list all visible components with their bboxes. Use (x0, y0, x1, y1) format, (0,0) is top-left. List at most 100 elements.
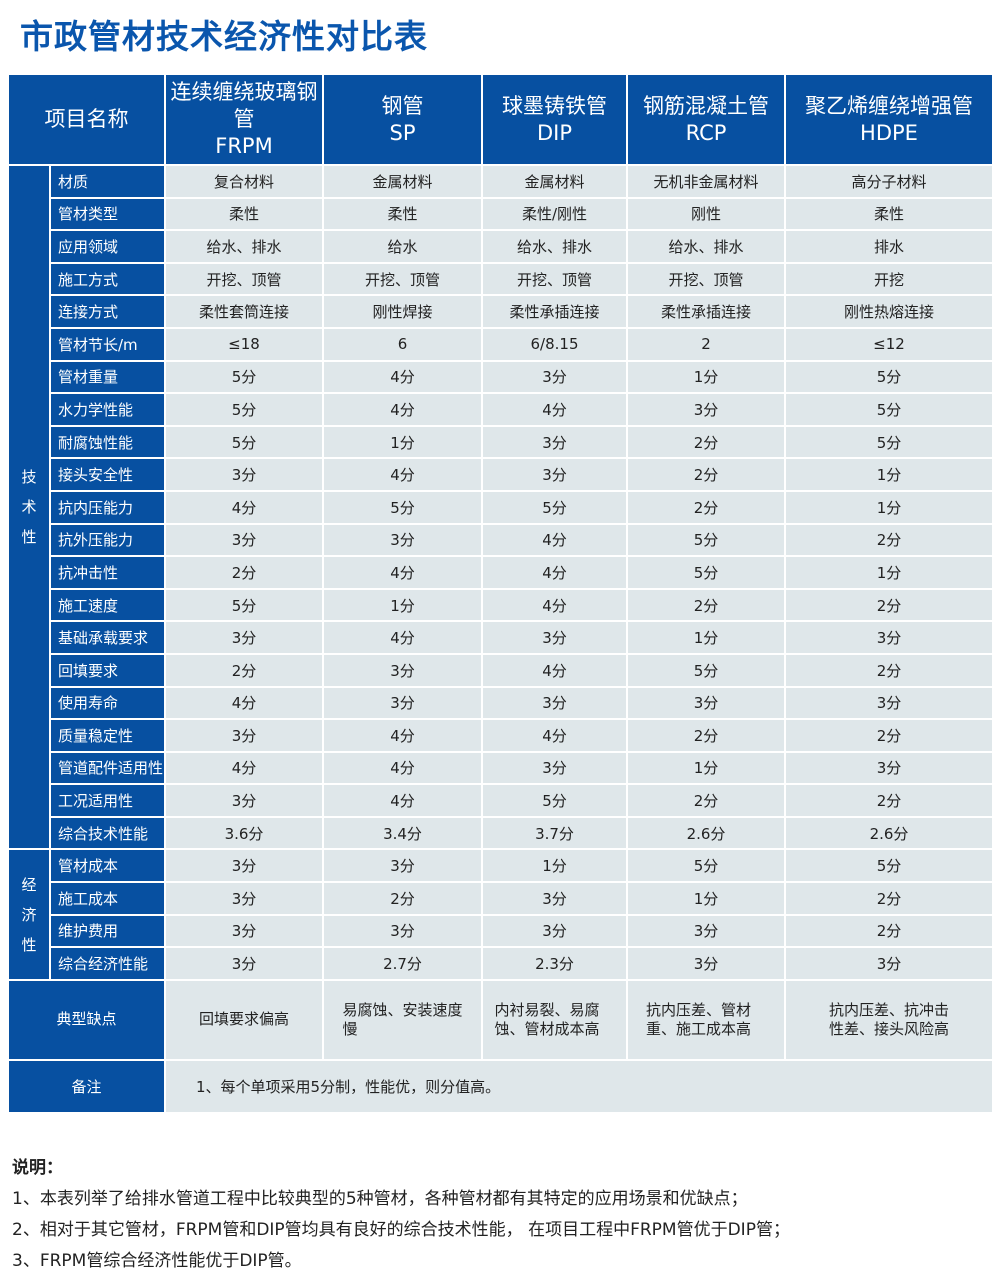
cell-value: 5分 (164, 424, 324, 460)
cell-value: 柔性承插连接 (481, 294, 628, 329)
cell-value: 5分 (626, 652, 786, 688)
header-column: 钢筋混凝土管 RCP (626, 73, 786, 166)
row-name: 水力学性能 (49, 392, 166, 427)
cell-value: 4分 (322, 620, 483, 655)
cell-value: 给水、排水 (626, 229, 786, 264)
cell-value: 2分 (784, 652, 994, 688)
note-item: 1、本表列举了给排水管道工程中比较典型的5种管材，各种管材都有其特定的应用场景和… (12, 1189, 748, 1209)
cell-value: 5分 (164, 359, 324, 395)
header-item-name: 项目名称 (7, 73, 166, 166)
cell-value: 3分 (164, 620, 324, 655)
cell-value: 2 (626, 326, 786, 362)
cell-value: 3分 (626, 946, 786, 981)
defects-label: 典型缺点 (7, 978, 166, 1061)
cell-value: 1分 (784, 555, 994, 590)
defect-text: 内衬易裂、易腐蚀、管材成本高 (494, 1000, 600, 1038)
table-row: 管道配件适用性 4分 4分 3分 1分 3分 (8, 750, 994, 786)
cell-value: 3分 (784, 750, 994, 786)
cell-value: 5分 (784, 392, 994, 427)
column-name-cn: 钢筋混凝土管 (643, 93, 769, 118)
group-label-text: 经济性 (21, 875, 37, 954)
cell-value: 5分 (164, 392, 324, 427)
table-row: 使用寿命 4分 3分 3分 3分 3分 (8, 685, 994, 721)
cell-value: 1分 (481, 848, 628, 884)
cell-value: 高分子材料 (784, 164, 994, 199)
cell-value: 2.3分 (481, 946, 628, 981)
column-name-cn: 连续缠绕玻璃钢管 (170, 80, 318, 131)
cell-value: 4分 (481, 555, 628, 590)
cell-value: 5分 (626, 522, 786, 558)
cell-value: 4分 (481, 522, 628, 558)
header-column: 聚乙烯缠绕增强管 HDPE (784, 73, 994, 166)
row-name: 抗外压能力 (49, 522, 166, 558)
cell-value: 3分 (164, 783, 324, 818)
row-name: 材质 (49, 164, 166, 199)
cell-value: 6/8.15 (481, 326, 628, 362)
cell-value: 柔性 (322, 196, 483, 232)
cell-value: 4分 (322, 783, 483, 818)
cell-value: 5分 (784, 359, 994, 395)
cell-value: 给水、排水 (481, 229, 628, 264)
cell-value: 复合材料 (164, 164, 324, 199)
cell-value: 4分 (322, 457, 483, 492)
header-column: 球墨铸铁管 DIP (481, 73, 628, 166)
cell-value: 3分 (481, 685, 628, 721)
table-row: 抗内压能力 4分 5分 5分 2分 1分 (8, 489, 994, 525)
cell-value: 1分 (784, 489, 994, 525)
cell-value: 4分 (164, 685, 324, 721)
cell-value: 4分 (322, 750, 483, 786)
cell-value: 柔性套筒连接 (164, 294, 324, 329)
remark-text: 1、每个单项采用5分制，性能优，则分值高。 (164, 1058, 994, 1114)
cell-value: 开挖 (784, 261, 994, 297)
table-row: 综合技术性能 3.6分 3.4分 3.7分 2.6分 2.6分 (8, 815, 994, 851)
row-name: 综合技术性能 (49, 815, 166, 851)
cell-value: 3分 (164, 946, 324, 981)
cell-value: 2分 (784, 587, 994, 623)
cell-value: 开挖、顶管 (322, 261, 483, 297)
cell-value: 5分 (481, 489, 628, 525)
cell-value: 1分 (626, 359, 786, 395)
cell-value: 2分 (626, 424, 786, 460)
page-title: 市政管材技术经济性对比表 (20, 17, 428, 56)
table-row: 应用领域 给水、排水 给水 给水、排水 给水、排水 排水 (8, 229, 994, 264)
cell-value: 5分 (784, 848, 994, 884)
cell-value: 2分 (322, 881, 483, 916)
table-row: 回填要求 2分 3分 4分 5分 2分 (8, 652, 994, 688)
cell-value: 2分 (626, 457, 786, 492)
cell-value: 2.6分 (626, 815, 786, 851)
cell-value: 5分 (626, 555, 786, 590)
row-name: 质量稳定性 (49, 718, 166, 753)
defect-text: 回填要求偏高 (198, 1010, 289, 1029)
defect-cell: 易腐蚀、安装速度慢 (322, 978, 483, 1061)
cell-value: 4分 (322, 555, 483, 590)
cell-value: 3.4分 (322, 815, 483, 851)
cell-value: 2分 (164, 555, 324, 590)
defect-cell: 抗内压差、管材重、施工成本高 (626, 978, 786, 1061)
cell-value: 3分 (322, 913, 483, 949)
defect-text: 抗内压差、抗冲击性差、接头风险高 (829, 1000, 950, 1038)
cell-value: 4分 (481, 392, 628, 427)
table-row: 管材重量 5分 4分 3分 1分 5分 (8, 359, 994, 395)
cell-value: 3分 (784, 946, 994, 981)
cell-value: 2分 (784, 881, 994, 916)
cell-value: 3.6分 (164, 815, 324, 851)
cell-value: 3.7分 (481, 815, 628, 851)
column-name-en: RCP (685, 120, 727, 145)
cell-value: 3分 (481, 750, 628, 786)
cell-value: 1分 (322, 424, 483, 460)
cell-value: 2分 (784, 522, 994, 558)
cell-value: 3分 (784, 620, 994, 655)
defect-text: 抗内压差、管材重、施工成本高 (646, 1000, 752, 1038)
cell-value: 4分 (481, 587, 628, 623)
remark-label: 备注 (7, 1058, 166, 1114)
cell-value: 3分 (481, 424, 628, 460)
cell-value: 2分 (626, 489, 786, 525)
row-name: 管材成本 (49, 848, 166, 884)
cell-value: 1分 (784, 457, 994, 492)
cell-value: 刚性 (626, 196, 786, 232)
table-row: 施工速度 5分 1分 4分 2分 2分 (8, 587, 994, 623)
row-name: 综合经济性能 (49, 946, 166, 981)
cell-value: 2.6分 (784, 815, 994, 851)
cell-value: 给水 (322, 229, 483, 264)
cell-value: 开挖、顶管 (626, 261, 786, 297)
